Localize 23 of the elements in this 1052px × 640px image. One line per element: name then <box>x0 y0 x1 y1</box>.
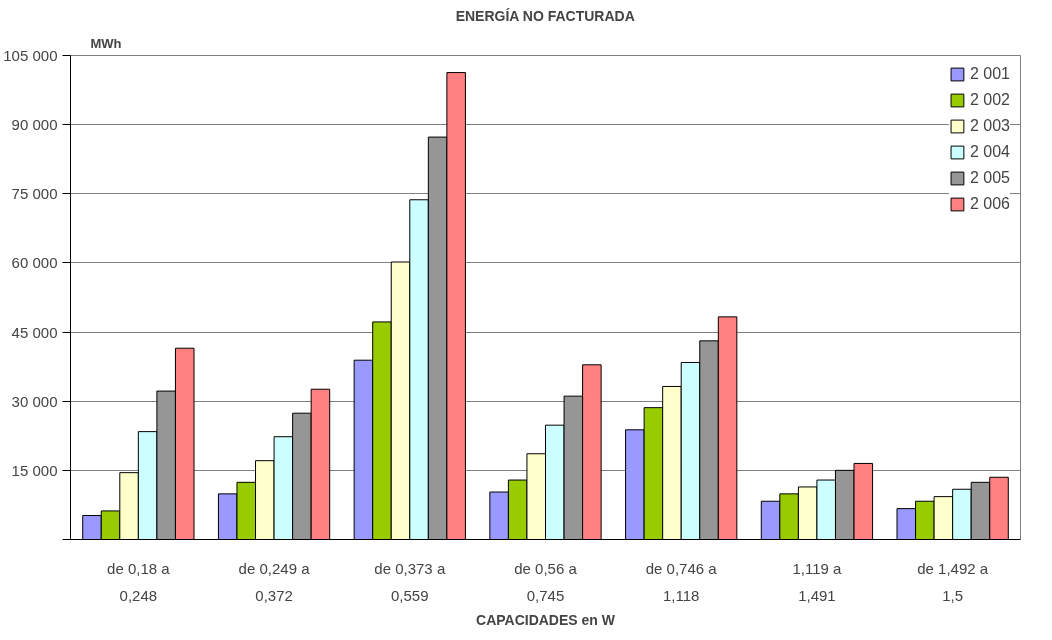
y-tick-label: 30 000 <box>11 392 58 410</box>
x-tick-label: de 1,492 a 1,5 <box>917 559 989 604</box>
legend-label: 2 002 <box>969 91 1010 109</box>
y-tick-label: 15 000 <box>11 461 58 479</box>
legend-label: 2 005 <box>969 169 1010 187</box>
x-tick-label: 1,119 a 1,491 <box>792 559 843 604</box>
x-tick-label: de 0,56 a 0,745 <box>514 559 578 604</box>
legend-label: 2 003 <box>969 117 1010 135</box>
x-tick-label: de 0,746 a 1,118 <box>645 559 718 604</box>
legend-label: 2 004 <box>969 143 1010 161</box>
chart-title: ENERGÍA NO FACTURADA <box>455 7 635 24</box>
x-tick-label: de 0,249 a 0,372 <box>238 559 311 604</box>
y-tick-label: 75 000 <box>11 185 58 203</box>
x-tick-label: de 0,18 a 0,248 <box>107 559 171 604</box>
x-axis-title: CAPACIDADES en W <box>476 611 616 628</box>
y-tick-label: 45 000 <box>11 323 58 341</box>
legend-label: 2 001 <box>969 65 1010 83</box>
y-tick-label: 90 000 <box>11 116 58 134</box>
y-tick-label: 105 000 <box>3 47 58 64</box>
legend-label: 2 006 <box>969 195 1010 213</box>
x-tick-label: de 0,373 a 0,559 <box>374 559 446 604</box>
y-tick-label: 60 000 <box>11 254 58 272</box>
y-axis-title: MWh <box>90 35 122 51</box>
